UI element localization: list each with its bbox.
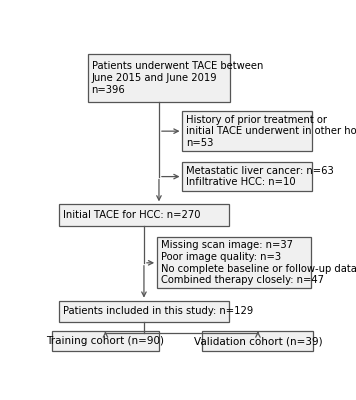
Bar — [203, 331, 313, 351]
Text: Initial TACE for HCC: n=270: Initial TACE for HCC: n=270 — [63, 210, 200, 220]
Text: History of prior treatment or
initial TACE underwent in other hospital
n=53: History of prior treatment or initial TA… — [186, 114, 356, 148]
Text: Validation cohort (n=39): Validation cohort (n=39) — [194, 336, 322, 346]
Bar — [88, 54, 230, 102]
Bar — [157, 238, 311, 288]
Bar — [52, 331, 159, 351]
Text: Missing scan image: n=37
Poor image quality: n=3
No complete baseline or follow-: Missing scan image: n=37 Poor image qual… — [161, 240, 356, 285]
Text: Patients underwent TACE between
June 2015 and June 2019
n=396: Patients underwent TACE between June 201… — [91, 62, 263, 95]
Bar — [182, 162, 312, 191]
Text: Training cohort (n=90): Training cohort (n=90) — [46, 336, 164, 346]
Text: Metastatic liver cancer: n=63
Infiltrative HCC: n=10: Metastatic liver cancer: n=63 Infiltrati… — [186, 166, 334, 187]
Bar — [59, 204, 229, 226]
Bar — [182, 111, 312, 151]
Bar — [59, 300, 229, 322]
Text: Patients included in this study: n=129: Patients included in this study: n=129 — [63, 306, 253, 316]
